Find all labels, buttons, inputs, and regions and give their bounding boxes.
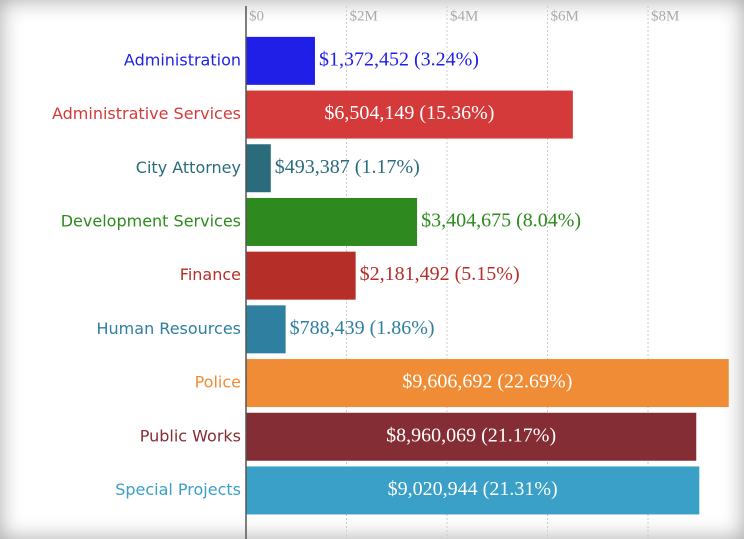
x-tick-label: $2M [350,8,378,24]
x-tick-label: $8M [651,8,679,24]
value-label: $9,606,692 (22.69%) [402,371,572,393]
category-label: City Attorney [136,158,241,177]
x-tick-label: $6M [551,8,579,24]
value-label: $6,504,149 (15.36%) [324,102,494,124]
category-label: Finance [180,265,241,284]
category-label: Development Services [61,211,241,230]
category-label: Human Resources [97,319,242,338]
bar [246,359,729,408]
value-label: $3,404,675 (8.04%) [421,210,581,232]
value-label: $9,020,944 (21.31%) [388,478,558,500]
bar [246,197,418,246]
category-label: Public Works [140,426,241,445]
value-label: $788,439 (1.86%) [290,317,435,339]
bar [246,412,697,461]
value-label: $493,387 (1.17%) [275,156,420,178]
category-label: Administration [124,50,241,69]
category-label: Police [195,373,241,392]
value-label: $2,181,492 (5.15%) [360,263,520,285]
bar [246,251,356,300]
value-label: $1,372,452 (3.24%) [319,48,479,70]
bar [246,36,315,85]
x-tick-label: $4M [450,8,478,24]
category-label: Administrative Services [52,104,241,123]
bar [246,305,286,354]
bar [246,466,700,515]
bar [246,90,573,139]
bar [246,144,271,193]
category-label: Special Projects [115,480,241,499]
x-tick-label: $0 [249,8,264,24]
value-label: $8,960,069 (21.17%) [386,424,556,446]
